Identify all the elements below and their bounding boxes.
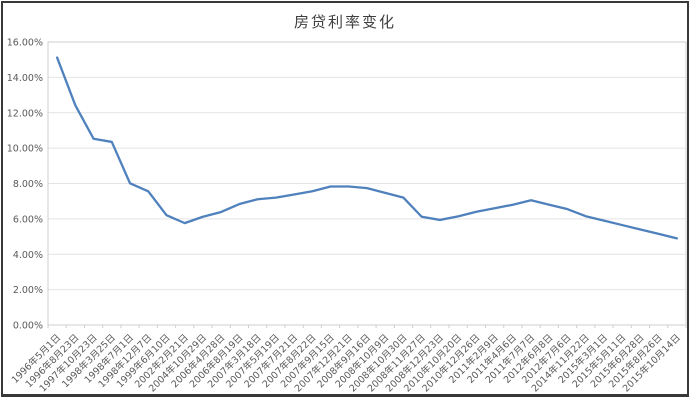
data-line [55, 56, 679, 240]
y-axis-label: 16.00% [7, 38, 43, 49]
y-axis-label: 2.00% [13, 285, 43, 296]
y-axis-label: 6.00% [13, 214, 43, 225]
y-axis-label: 10.00% [7, 144, 43, 155]
y-axis-label: 0.00% [13, 321, 43, 332]
y-axis-label: 8.00% [13, 179, 43, 190]
y-axis-label: 14.00% [7, 73, 43, 84]
plot-area-border [47, 41, 687, 326]
y-axis-label: 4.00% [13, 250, 43, 261]
chart-frame [1, 1, 689, 397]
chart-title: 房贷利率变化 [293, 13, 396, 31]
y-axis-label: 12.00% [7, 108, 43, 119]
